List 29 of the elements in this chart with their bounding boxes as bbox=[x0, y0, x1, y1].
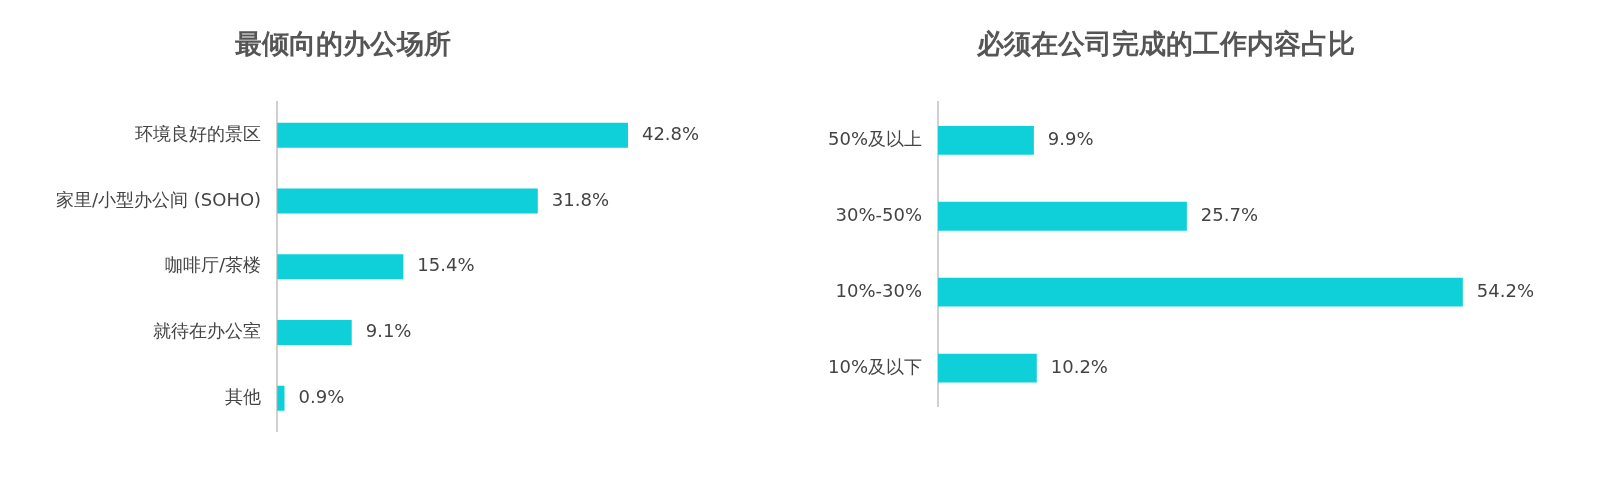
chart-title: 最倾向的办公场所 bbox=[234, 28, 451, 60]
bar bbox=[938, 201, 1187, 231]
y-tick-label: 环境良好的景区 bbox=[135, 122, 262, 144]
bar bbox=[277, 188, 538, 214]
data-label: 9.9% bbox=[1047, 128, 1094, 150]
data-label: 15.4% bbox=[417, 254, 475, 276]
chart-title: 必须在公司完成的工作内容占比 bbox=[975, 28, 1355, 60]
data-label: 54.2% bbox=[1476, 279, 1535, 301]
bar bbox=[938, 277, 1463, 307]
y-tick-label: 家里/小型办公间 (SOHO) bbox=[55, 188, 262, 210]
bar bbox=[277, 319, 352, 345]
bar bbox=[938, 353, 1037, 383]
data-label: 9.1% bbox=[365, 320, 412, 342]
y-tick-label: 其他 bbox=[225, 385, 262, 407]
y-tick-label: 就待在办公室 bbox=[153, 320, 262, 342]
data-label: 0.9% bbox=[298, 385, 345, 407]
data-label: 25.7% bbox=[1200, 203, 1259, 225]
data-label: 10.2% bbox=[1050, 355, 1108, 377]
y-tick-label: 30%-50% bbox=[835, 203, 923, 225]
bar bbox=[277, 254, 404, 280]
y-tick-label: 10%-30% bbox=[835, 279, 923, 301]
bar bbox=[277, 385, 285, 411]
y-tick-label: 10%及以下 bbox=[827, 355, 923, 377]
data-label: 42.8% bbox=[641, 122, 700, 144]
bar bbox=[277, 122, 628, 148]
y-tick-label: 咖啡厅/茶楼 bbox=[165, 254, 262, 276]
bar bbox=[938, 125, 1034, 155]
y-tick-label: 50%及以上 bbox=[827, 128, 923, 150]
data-label: 31.8% bbox=[551, 188, 609, 210]
